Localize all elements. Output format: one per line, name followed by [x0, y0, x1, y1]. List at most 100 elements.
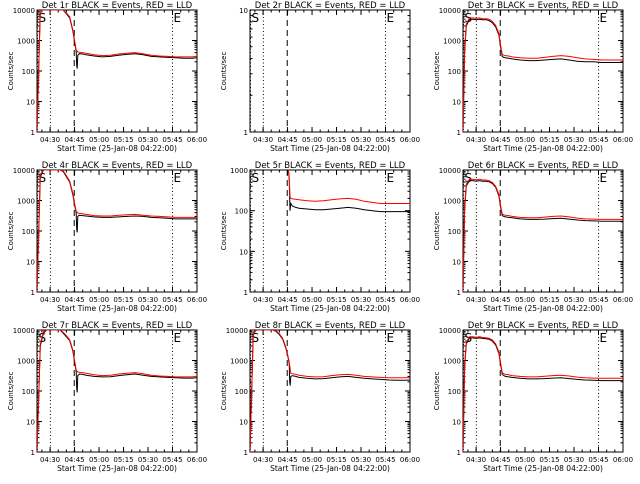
x-tick-label: 05:45 [375, 136, 395, 144]
series-line-events [37, 10, 197, 132]
series-line-lld [37, 10, 197, 132]
time-marker-label-e: E [600, 11, 608, 25]
y-axis-label: Counts/sec [7, 52, 15, 91]
x-tick-label: 05:15 [113, 456, 133, 464]
y-tick-label: 10000 [439, 7, 461, 15]
x-tick-label: 04:45 [490, 136, 510, 144]
panel-det-1: Det 1r BLACK = Events, RED = LLD 1 10 100 10… [7, 1, 207, 153]
x-tick-label: 05:00 [89, 136, 109, 144]
chart-title: Det 4r BLACK = Events, RED = LLD [42, 161, 193, 171]
series-line-lld [37, 330, 197, 452]
x-tick-label: 04:45 [64, 296, 84, 304]
x-tick-label: 05:45 [588, 456, 608, 464]
x-tick-label: 04:45 [277, 296, 297, 304]
series-line-events [287, 170, 410, 213]
y-tick-label: 1 [31, 289, 35, 297]
chart-title: Det 7r BLACK = Events, RED = LLD [42, 321, 193, 331]
x-axis-label: Start Time (25-Jan-08 04:22:00) [270, 304, 390, 313]
time-marker-label-s: S [38, 171, 46, 185]
panel-det-4: Det 4r BLACK = Events, RED = LLD 1 10 100 10… [7, 161, 207, 313]
x-axis-label: Start Time (25-Jan-08 04:22:00) [57, 464, 177, 473]
x-tick-label: 04:30 [466, 456, 486, 464]
x-tick-label: 05:15 [539, 136, 559, 144]
x-tick-label: 05:30 [138, 136, 158, 144]
x-tick-label: 05:30 [564, 136, 584, 144]
y-tick-label: 100 [448, 228, 461, 236]
x-tick-label: 04:45 [277, 456, 297, 464]
x-tick-label: 06:00 [400, 296, 420, 304]
y-tick-label: 1000 [17, 198, 35, 206]
y-tick-label: 1 [244, 449, 248, 457]
time-marker-label-e: E [174, 331, 182, 345]
y-tick-label: 1000 [230, 358, 248, 366]
x-tick-label: 04:45 [490, 296, 510, 304]
y-tick-label: 10 [26, 99, 35, 107]
series-line-events [37, 170, 197, 292]
y-tick-label: 1 [457, 449, 461, 457]
y-tick-label: 1 [244, 289, 248, 297]
y-tick-label: 1 [244, 129, 248, 137]
time-marker-label-s: S [251, 331, 259, 345]
x-tick-label: 05:00 [89, 456, 109, 464]
y-tick-label: 10 [452, 99, 461, 107]
time-marker-label-e: E [600, 331, 608, 345]
series-line-lld [250, 330, 410, 452]
y-tick-label: 1 [457, 129, 461, 137]
y-tick-label: 1 [457, 289, 461, 297]
y-tick-label: 1 [31, 129, 35, 137]
y-tick-label: 10 [239, 7, 248, 15]
series-line-events [250, 330, 410, 452]
time-marker-label-s: S [251, 11, 259, 25]
y-tick-label: 10 [452, 259, 461, 267]
y-tick-label: 1000 [443, 198, 461, 206]
series-line-events [463, 18, 623, 132]
x-tick-label: 04:45 [64, 456, 84, 464]
panel-det-5: Det 5r BLACK = Events, RED = LLD 1 10 100 10… [220, 161, 420, 313]
x-tick-label: 04:30 [253, 296, 273, 304]
x-tick-label: 04:45 [64, 136, 84, 144]
chart-title: Det 9r BLACK = Events, RED = LLD [468, 321, 619, 331]
panel-det-2: Det 2r BLACK = Events, RED = LLD 1 10 04:30… [220, 1, 420, 153]
panel-det-9: Det 9r BLACK = Events, RED = LLD 1 10 100 10… [433, 321, 633, 473]
y-tick-label: 10 [26, 419, 35, 427]
y-tick-label: 10000 [13, 7, 35, 15]
x-tick-label: 05:00 [302, 136, 322, 144]
x-tick-label: 04:30 [253, 136, 273, 144]
time-marker-label-s: S [251, 171, 259, 185]
panel-det-7: Det 7r BLACK = Events, RED = LLD 1 10 100 10… [7, 321, 207, 473]
x-tick-label: 05:15 [113, 296, 133, 304]
x-tick-label: 05:15 [326, 296, 346, 304]
x-tick-label: 05:00 [515, 296, 535, 304]
time-marker-label-e: E [600, 171, 608, 185]
x-tick-label: 05:30 [138, 296, 158, 304]
y-tick-label: 10 [452, 419, 461, 427]
x-tick-label: 05:30 [351, 456, 371, 464]
time-marker-label-e: E [174, 11, 182, 25]
x-tick-label: 05:15 [539, 296, 559, 304]
time-marker-label-s: S [464, 11, 472, 25]
time-marker-label-e: E [387, 11, 395, 25]
y-axis-label: Counts/sec [7, 372, 15, 411]
y-axis-label: Counts/sec [7, 212, 15, 251]
panel-det-3: Det 3r BLACK = Events, RED = LLD 1 10 100 10… [433, 1, 633, 153]
x-axis-label: Start Time (25-Jan-08 04:22:00) [483, 144, 603, 153]
x-tick-label: 04:30 [253, 456, 273, 464]
chart-title: Det 6r BLACK = Events, RED = LLD [468, 161, 619, 171]
y-tick-label: 10000 [13, 327, 35, 335]
x-axis-label: Start Time (25-Jan-08 04:22:00) [57, 144, 177, 153]
x-tick-label: 04:30 [40, 296, 60, 304]
x-tick-label: 06:00 [613, 456, 633, 464]
chart-title: Det 5r BLACK = Events, RED = LLD [255, 161, 406, 171]
x-axis-label: Start Time (25-Jan-08 04:22:00) [270, 144, 390, 153]
x-tick-label: 06:00 [187, 296, 207, 304]
x-tick-label: 04:45 [490, 456, 510, 464]
x-tick-label: 06:00 [613, 136, 633, 144]
y-axis-label: Counts/sec [220, 372, 228, 411]
x-tick-label: 05:30 [138, 456, 158, 464]
time-marker-label-e: E [174, 171, 182, 185]
y-tick-label: 10 [26, 259, 35, 267]
y-axis-label: Counts/sec [433, 212, 441, 251]
time-marker-label-e: E [387, 171, 395, 185]
y-tick-label: 100 [235, 388, 248, 396]
x-tick-label: 05:00 [302, 296, 322, 304]
